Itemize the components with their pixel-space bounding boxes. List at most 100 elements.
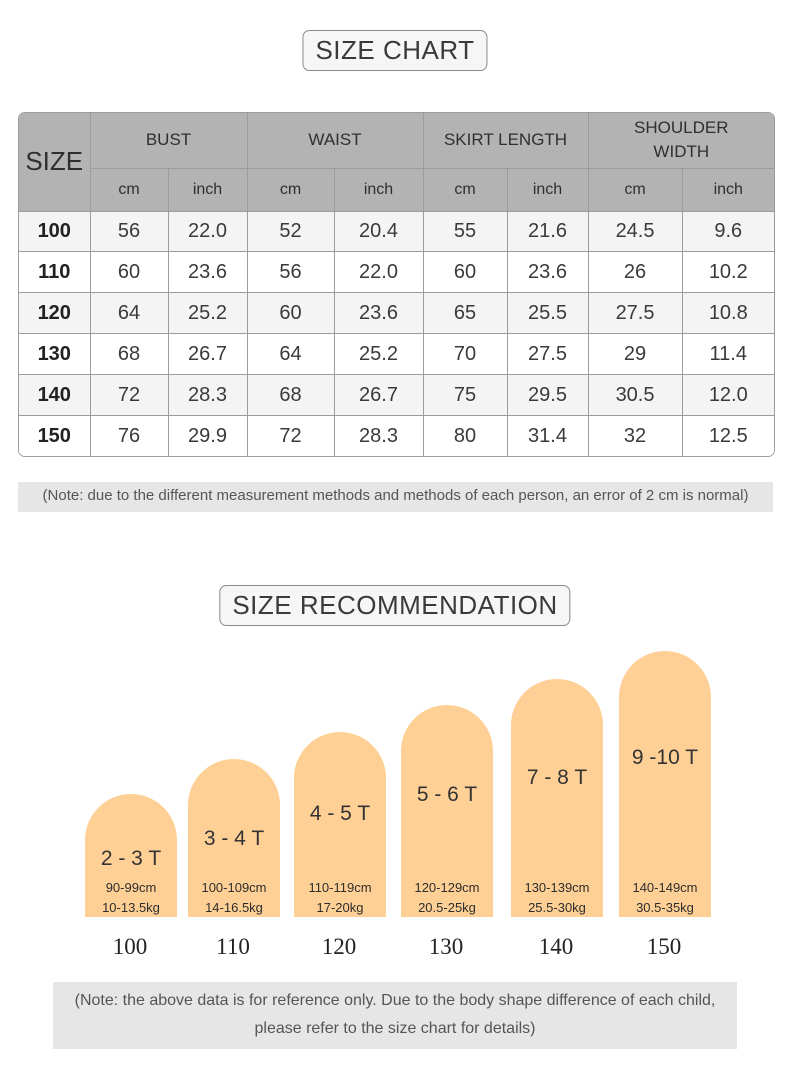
bar-height-range: 90-99cm: [105, 880, 157, 895]
table-cell: 30.5: [587, 374, 683, 417]
bar-weight-range: 10-13.5kg: [102, 900, 160, 915]
size-bar: 7 - 8 T 130-139cm 25.5-30kg: [511, 679, 603, 917]
table-cell: 64: [89, 292, 169, 335]
table-row: 110 60 23.6 56 22.0 60 23.6 26 10.2: [19, 251, 774, 294]
shoulder-width-header: SHOULDER WIDTH: [587, 113, 774, 169]
table-cell: 22.0: [167, 210, 248, 253]
size-bar: 9 -10 T 140-149cm 30.5-35kg: [619, 651, 711, 917]
table-cell: 27.5: [506, 333, 589, 376]
table-row: 130 68 26.7 64 25.2 70 27.5 29 11.4: [19, 333, 774, 376]
size-chart-title: SIZE CHART: [302, 30, 488, 71]
size-recommendation-title: SIZE RECOMMENDATION: [219, 585, 571, 626]
table-cell: 72: [246, 415, 335, 456]
table-cell: 28.3: [333, 415, 424, 456]
bar-size-label: 120: [321, 934, 357, 959]
table-cell: 27.5: [587, 292, 683, 335]
bar-age-label: 3 - 4 T: [203, 827, 265, 850]
table-cell: 68: [246, 374, 335, 417]
bar-size-label: 130: [428, 934, 464, 959]
reference-note: (Note: the above data is for reference o…: [53, 982, 737, 1049]
size-bar: 4 - 5 T 110-119cm 17-20kg: [294, 732, 386, 917]
table-cell: 23.6: [167, 251, 248, 294]
waist-header: WAIST: [246, 113, 424, 169]
table-cell: 52: [246, 210, 335, 253]
table-cell: 25.5: [506, 292, 589, 335]
table-cell: 26.7: [167, 333, 248, 376]
size-bar: 2 - 3 T 90-99cm 10-13.5kg: [85, 794, 177, 917]
size-cell: 140: [19, 374, 91, 417]
table-cell: 31.4: [506, 415, 589, 456]
bar-age-label: 7 - 8 T: [526, 766, 588, 789]
bar-age-label: 9 -10 T: [631, 746, 699, 769]
table-row: 100 56 22.0 52 20.4 55 21.6 24.5 9.6: [19, 210, 774, 253]
size-column-header: SIZE: [19, 113, 91, 212]
bar-weight-range: 30.5-35kg: [636, 900, 694, 915]
bar-weight-range: 14-16.5kg: [205, 900, 263, 915]
unit-header: inch: [681, 167, 774, 212]
table-cell: 26.7: [333, 374, 424, 417]
bar-height-range: 130-139cm: [524, 880, 590, 895]
size-bar: 3 - 4 T 100-109cm 14-16.5kg: [188, 759, 280, 917]
bar-size-label: 150: [646, 934, 682, 959]
bar-height-range: 100-109cm: [201, 880, 267, 895]
table-cell: 11.4: [681, 333, 774, 376]
table-cell: 20.4: [333, 210, 424, 253]
table-cell: 25.2: [333, 333, 424, 376]
table-cell: 80: [422, 415, 508, 456]
table-cell: 10.2: [681, 251, 774, 294]
table-cell: 60: [422, 251, 508, 294]
bust-header: BUST: [89, 113, 248, 169]
unit-header: cm: [90, 167, 169, 212]
table-cell: 29.5: [506, 374, 589, 417]
bar-age-label: 5 - 6 T: [416, 783, 478, 806]
unit-header: inch: [167, 167, 248, 212]
bar-height-range: 110-119cm: [308, 880, 372, 895]
table-cell: 12.5: [681, 415, 774, 456]
bar-age-label: 2 - 3 T: [100, 847, 162, 870]
size-chart-table: SIZE BUST WAIST SKIRT LENGTH SHOULDER WI…: [18, 112, 775, 457]
table-cell: 60: [89, 251, 169, 294]
bar-weight-range: 17-20kg: [316, 900, 364, 915]
unit-header: inch: [333, 167, 424, 212]
size-bar: 5 - 6 T 120-129cm 20.5-25kg: [401, 705, 493, 917]
size-cell: 100: [19, 210, 91, 253]
bar-size-label: 110: [216, 934, 250, 959]
table-cell: 26: [587, 251, 683, 294]
table-cell: 56: [246, 251, 335, 294]
bar-size-label: 100: [112, 934, 148, 959]
unit-header: cm: [587, 167, 683, 212]
table-row: 120 64 25.2 60 23.6 65 25.5 27.5 10.8: [19, 292, 774, 335]
table-cell: 64: [246, 333, 335, 376]
table-cell: 21.6: [506, 210, 589, 253]
table-cell: 55: [422, 210, 508, 253]
table-cell: 72: [89, 374, 169, 417]
table-row: 150 76 29.9 72 28.3 80 31.4 32 12.5: [19, 415, 774, 456]
bar-size-label: 140: [538, 934, 574, 959]
table-cell: 75: [422, 374, 508, 417]
bar-height-range: 140-149cm: [632, 880, 698, 895]
reference-note-line: please refer to the size chart for detai…: [254, 1020, 536, 1037]
table-cell: 23.6: [506, 251, 589, 294]
measurement-note: (Note: due to the different measurement …: [18, 482, 773, 512]
table-cell: 70: [422, 333, 508, 376]
size-cell: 130: [19, 333, 91, 376]
table-cell: 28.3: [167, 374, 248, 417]
table-cell: 32: [587, 415, 683, 456]
table-cell: 60: [246, 292, 335, 335]
bar-height-range: 120-129cm: [414, 880, 480, 895]
unit-header: inch: [506, 167, 589, 212]
size-cell: 110: [19, 251, 91, 294]
table-cell: 22.0: [333, 251, 424, 294]
table-cell: 76: [89, 415, 169, 456]
reference-note-line: (Note: the above data is for reference o…: [74, 992, 716, 1009]
skirt-length-header: SKIRT LENGTH: [422, 113, 589, 169]
table-cell: 9.6: [681, 210, 774, 253]
table-cell: 24.5: [587, 210, 683, 253]
size-cell: 150: [19, 415, 91, 456]
size-cell: 120: [19, 292, 91, 335]
unit-header: cm: [246, 167, 335, 212]
table-row: 140 72 28.3 68 26.7 75 29.5 30.5 12.0: [19, 374, 774, 417]
table-cell: 10.8: [681, 292, 774, 335]
unit-header: cm: [422, 167, 508, 212]
table-cell: 65: [422, 292, 508, 335]
